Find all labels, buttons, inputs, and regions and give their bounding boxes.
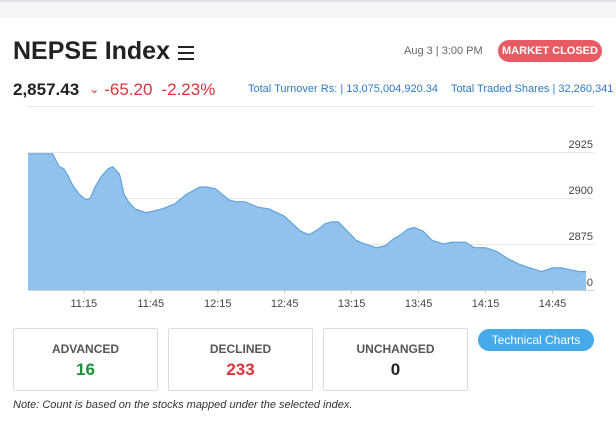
index-change: -65.20 xyxy=(104,80,153,99)
declined-stat: DECLINED 233 xyxy=(168,328,313,391)
x-tick-label: 12:45 xyxy=(271,298,299,310)
series-line xyxy=(28,153,586,273)
page-title: NEPSE Index xyxy=(13,37,194,66)
y-tick-label: 2900 xyxy=(569,185,593,197)
x-tick-label: 13:15 xyxy=(338,298,366,310)
market-datetime: Aug 3 | 3:00 PM xyxy=(404,45,483,57)
x-tick-label: 11:15 xyxy=(70,298,97,310)
x-tick-label: 13:45 xyxy=(405,298,433,310)
y-tick-label: 2925 xyxy=(569,139,593,151)
menu-icon[interactable] xyxy=(178,45,194,60)
index-area-chart[interactable]: 2950292529002875285011:1511:4512:1512:45… xyxy=(0,106,616,321)
index-title: NEPSE Index xyxy=(13,37,170,65)
unchanged-stat: UNCHANGED 0 xyxy=(323,328,468,391)
unchanged-count: 0 xyxy=(390,360,401,379)
declined-count: 233 xyxy=(226,360,255,379)
top-divider xyxy=(0,0,616,2)
traded-shares-label: Total Traded Shares xyxy=(450,83,550,95)
chevron-down-icon: ⌄ xyxy=(89,82,100,96)
footnote: Note: Count is based on the stocks mappe… xyxy=(13,399,353,411)
series-area xyxy=(28,153,586,290)
turnover-label: Total Turnover Rs: xyxy=(248,83,338,95)
x-tick-label: 11:45 xyxy=(137,298,164,310)
index-quote: 2,857.43 ⌄ -65.20 -2.23% xyxy=(13,80,215,100)
advanced-stat: ADVANCED 16 xyxy=(13,328,158,391)
market-summary: Total Turnover Rs: | 13,075,004,920.34 T… xyxy=(248,83,614,95)
index-change-percent: -2.23% xyxy=(161,80,216,99)
y-tick-label: 2875 xyxy=(569,231,593,243)
turnover-value: 13,075,004,920.34 xyxy=(346,83,439,95)
x-tick-label: 14:45 xyxy=(539,298,567,310)
declined-label: DECLINED xyxy=(209,342,272,356)
unchanged-label: UNCHANGED xyxy=(356,342,435,356)
advanced-count: 16 xyxy=(76,360,95,379)
x-tick-label: 12:15 xyxy=(204,298,232,310)
index-price: 2,857.43 xyxy=(13,80,80,99)
advanced-label: ADVANCED xyxy=(51,342,120,356)
technical-charts-button[interactable]: Technical Charts xyxy=(478,329,594,351)
x-tick-label: 14:15 xyxy=(472,298,500,310)
index-card: NEPSE Index Aug 3 | 3:00 PM MARKET CLOSE… xyxy=(0,18,616,440)
market-status-badge: MARKET CLOSED xyxy=(498,40,602,62)
traded-shares-value: 32,260,341 xyxy=(558,83,614,95)
